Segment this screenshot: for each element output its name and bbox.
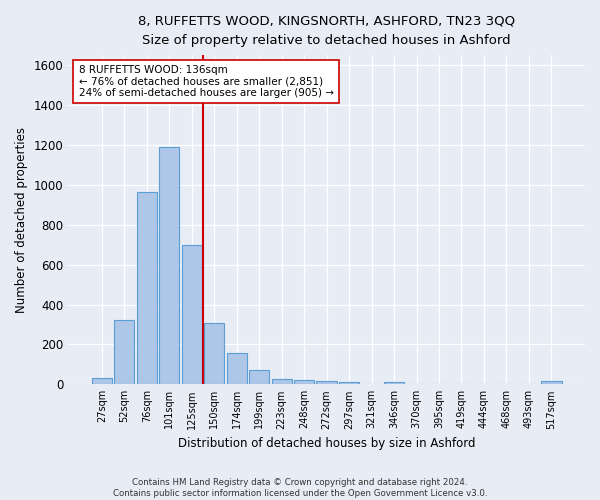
Bar: [272, 380, 292, 384]
Bar: [114, 320, 134, 384]
Bar: [541, 382, 562, 384]
Bar: [182, 244, 202, 384]
Y-axis label: Number of detached properties: Number of detached properties: [15, 126, 28, 312]
Bar: [137, 192, 157, 384]
Bar: [384, 382, 404, 384]
X-axis label: Distribution of detached houses by size in Ashford: Distribution of detached houses by size …: [178, 437, 475, 450]
Bar: [204, 324, 224, 384]
Bar: [159, 147, 179, 384]
Bar: [294, 380, 314, 384]
Bar: [249, 370, 269, 384]
Text: Contains HM Land Registry data © Crown copyright and database right 2024.
Contai: Contains HM Land Registry data © Crown c…: [113, 478, 487, 498]
Bar: [92, 378, 112, 384]
Bar: [316, 382, 337, 384]
Bar: [227, 354, 247, 384]
Bar: [339, 382, 359, 384]
Text: 8 RUFFETTS WOOD: 136sqm
← 76% of detached houses are smaller (2,851)
24% of semi: 8 RUFFETTS WOOD: 136sqm ← 76% of detache…: [79, 65, 334, 98]
Title: 8, RUFFETTS WOOD, KINGSNORTH, ASHFORD, TN23 3QQ
Size of property relative to det: 8, RUFFETTS WOOD, KINGSNORTH, ASHFORD, T…: [138, 15, 515, 47]
